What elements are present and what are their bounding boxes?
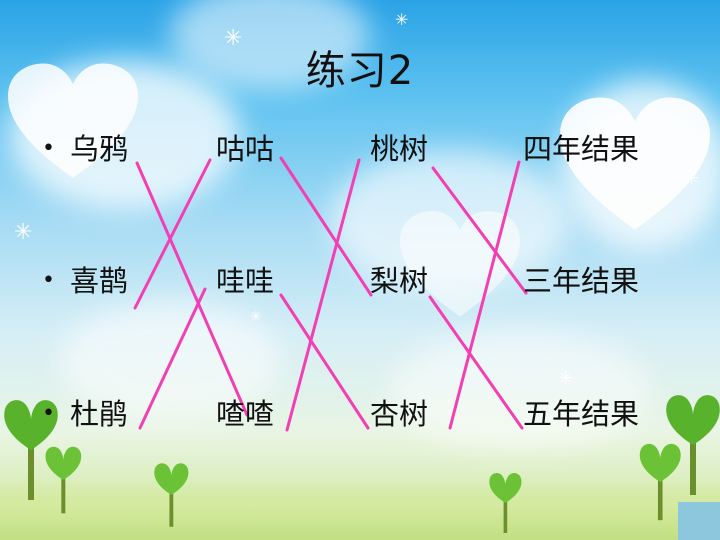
bullet: • [42,136,55,161]
tree-icon [489,473,522,533]
tree-icon [639,443,681,521]
heart-cloud-icon [8,63,138,178]
match-line [135,161,249,417]
match-row-1: • 乌鸦 咕咕 桃树 四年结果 [0,129,720,169]
grass-ground [0,478,720,540]
sparkle-icon: ✳ [558,368,574,389]
match-line [431,166,528,295]
heart-cloud-icon [560,97,710,230]
tree-name: 杏树 [370,397,429,431]
tree-name: 梨树 [370,264,429,298]
fruiting-time: 三年结果 [523,264,640,298]
match-line [279,293,370,430]
slide-title: 练习2 [305,48,415,94]
cloud [170,0,370,90]
match-line [138,287,207,430]
tree-icon [4,400,58,500]
match-line [285,158,361,432]
match-line [133,158,212,310]
bird-name: 喜鹊 [70,264,129,298]
bullet: • [42,268,55,293]
fruiting-time: 四年结果 [523,132,640,166]
match-line [448,160,521,430]
corner-block [678,502,720,540]
heart-cloud-icon [400,211,520,317]
cloud [390,330,650,450]
tree-name: 桃树 [370,132,429,166]
sparkle-icon: ✳ [14,220,33,245]
bird-name: 乌鸦 [70,132,129,166]
sparkle-icon: ✳ [250,309,262,325]
bird-call: 喳喳 [216,397,275,431]
bullet: • [42,401,55,426]
match-row-2: • 喜鹊 哇哇 梨树 三年结果 [0,261,720,301]
bird-name: 杜鹃 [70,397,129,431]
tree-icon [154,463,189,527]
tree-icon [45,446,82,514]
sparkle-icon: ✳ [684,168,700,189]
sparkle-icon: ✳ [395,10,409,29]
fruiting-time: 五年结果 [523,397,640,431]
cloud [60,300,280,420]
match-line [279,156,373,297]
match-line [428,295,524,430]
bird-call: 哇哇 [216,264,275,298]
bird-call: 咕咕 [216,132,275,166]
sparkle-icon: ✳ [224,26,243,51]
match-row-3: • 杜鹃 喳喳 杏树 五年结果 [0,394,720,434]
tree-icon [666,395,720,495]
